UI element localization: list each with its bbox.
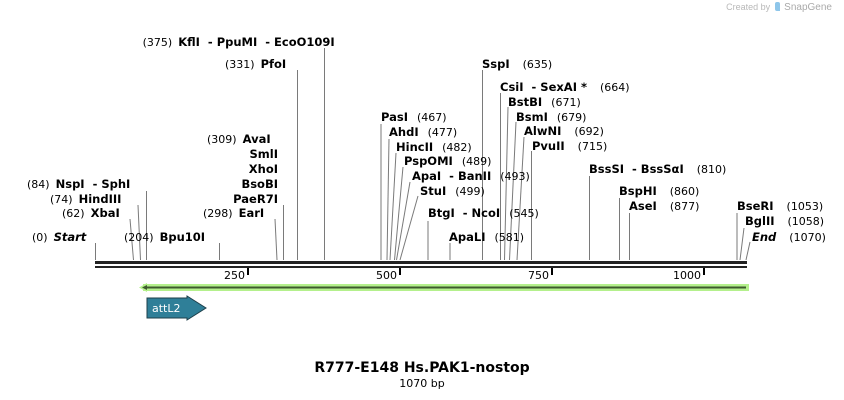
site-labels: (0) Start (62) XbaI (74) HindIII (84) NspI -… — [27, 31, 826, 244]
site-alwni[interactable]: AlwNI (692) — [524, 124, 604, 138]
ruler: 250 500 750 1000 — [224, 268, 705, 282]
site-bstbi[interactable]: BstBI (671) — [508, 95, 581, 109]
site-bsssi-bsssai[interactable]: BssSI - BssSαI (810) — [589, 162, 726, 176]
ruler-tick-500: 500 — [376, 269, 397, 282]
site-pvuii[interactable]: PvuII (715) — [532, 139, 607, 153]
site-apali[interactable]: ApaLI (581) — [449, 230, 524, 244]
site-asei[interactable]: AseI (877) — [629, 199, 699, 213]
site-eari[interactable]: (298) EarI — [203, 206, 264, 220]
map-title: R777-E148 Hs.PAK1-nostop — [314, 360, 530, 376]
site-bsobi[interactable]: BsoBI — [241, 177, 278, 191]
site-end[interactable]: End (1070) — [752, 230, 826, 244]
site-xbai[interactable]: (62) XbaI — [62, 206, 120, 220]
site-xhoi[interactable]: XhoI — [249, 162, 278, 176]
orf-feature-arrow[interactable] — [139, 283, 749, 292]
site-csii-sexai[interactable]: CsiI - SexAI * (664) — [500, 80, 630, 94]
leader-lines — [95, 48, 751, 261]
site-bseri[interactable]: BseRI (1053) — [737, 199, 823, 213]
site-paer7i[interactable]: PaeR7I — [233, 192, 278, 206]
ruler-tick-250: 250 — [224, 269, 245, 282]
site-avai[interactable]: (309) AvaI — [207, 132, 271, 146]
site-bpu10i[interactable]: (204) Bpu10I — [124, 230, 205, 244]
attl2-label: attL2 — [152, 302, 181, 315]
site-sspi[interactable]: SspI (635) — [482, 57, 552, 71]
site-stui[interactable]: StuI (499) — [420, 184, 485, 198]
credit-brand: SnapGene — [784, 2, 832, 13]
site-pasi[interactable]: PasI (467) — [381, 110, 447, 124]
ruler-tick-1000: 1000 — [673, 269, 701, 282]
site-ahdi[interactable]: AhdI (477) — [389, 125, 457, 139]
credit-prefix: Created by — [726, 2, 771, 12]
site-start[interactable]: (0) Start — [32, 230, 87, 244]
site-smli[interactable]: SmlI — [250, 147, 279, 161]
site-btgi-ncoi[interactable]: BtgI - NcoI (545) — [428, 206, 539, 220]
ruler-tick-750: 750 — [528, 269, 549, 282]
site-bsphi[interactable]: BspHI (860) — [619, 184, 699, 198]
snapgene-logo-icon — [774, 2, 780, 11]
site-bglii[interactable]: BglII (1058) — [745, 214, 824, 228]
site-nspi-sphi[interactable]: (84) NspI - SphI — [27, 177, 130, 191]
site-hincii[interactable]: HincII (482) — [396, 140, 472, 154]
dna-backbone — [95, 261, 747, 268]
site-hindiii[interactable]: (74) HindIII — [50, 192, 121, 206]
site-kfli-ppumi-eco0109i[interactable]: (375) KflI - PpuMI - EcoO109I — [107, 31, 360, 50]
sequence-length: 1070 bp — [399, 377, 445, 390]
site-pspomi[interactable]: PspOMI (489) — [404, 154, 491, 168]
site-bsmi[interactable]: BsmI (679) — [516, 110, 586, 124]
site-pfoi[interactable]: (331) PfoI — [225, 57, 286, 71]
site-apai-banii[interactable]: ApaI - BanII (493) — [412, 169, 530, 183]
attl2-feature[interactable]: attL2 — [146, 295, 207, 321]
snapgene-credit: Created by SnapGene — [726, 2, 832, 13]
